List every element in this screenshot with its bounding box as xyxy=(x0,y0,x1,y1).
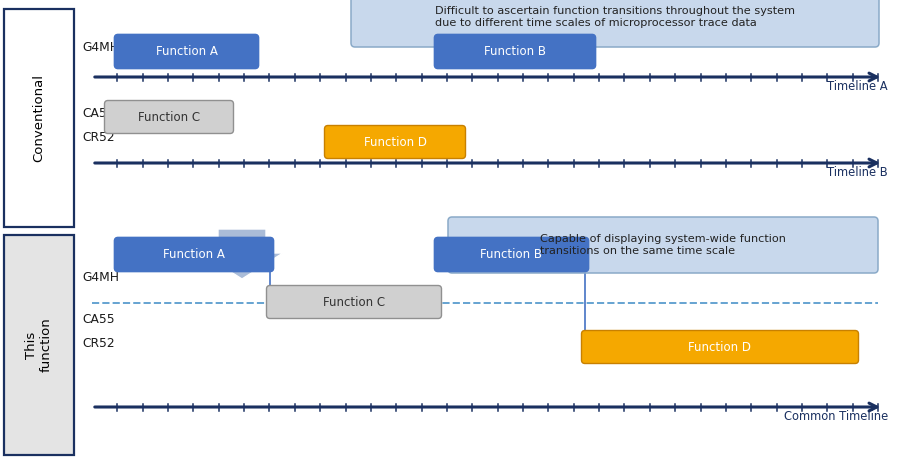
Text: Function D: Function D xyxy=(688,340,752,353)
Text: Function B: Function B xyxy=(484,45,546,58)
FancyBboxPatch shape xyxy=(435,34,596,68)
Text: Difficult to ascertain function transitions throughout the system
due to differe: Difficult to ascertain function transiti… xyxy=(435,6,795,28)
Text: CA55: CA55 xyxy=(82,312,114,326)
Text: Common Timeline: Common Timeline xyxy=(784,410,888,423)
Text: CR52: CR52 xyxy=(82,337,114,350)
Text: Function D: Function D xyxy=(364,135,427,148)
Text: CR52: CR52 xyxy=(82,131,114,144)
Text: G4MH: G4MH xyxy=(82,271,119,284)
FancyBboxPatch shape xyxy=(325,126,465,159)
FancyBboxPatch shape xyxy=(448,217,878,273)
Text: Function C: Function C xyxy=(138,111,200,124)
Text: Function A: Function A xyxy=(163,248,225,261)
FancyBboxPatch shape xyxy=(581,331,859,364)
Text: Function A: Function A xyxy=(156,45,218,58)
Text: Capable of displaying system-wide function
transitions on the same time scale: Capable of displaying system-wide functi… xyxy=(540,234,786,256)
FancyBboxPatch shape xyxy=(104,100,233,133)
Bar xyxy=(4,9,74,227)
Polygon shape xyxy=(201,229,283,279)
Text: This
function: This function xyxy=(25,318,53,372)
FancyBboxPatch shape xyxy=(114,34,258,68)
Text: Function C: Function C xyxy=(323,295,385,308)
FancyBboxPatch shape xyxy=(114,238,274,272)
Bar xyxy=(4,235,74,455)
Text: Timeline A: Timeline A xyxy=(827,80,888,93)
Text: Function B: Function B xyxy=(481,248,543,261)
FancyBboxPatch shape xyxy=(435,238,589,272)
FancyBboxPatch shape xyxy=(266,286,442,319)
FancyBboxPatch shape xyxy=(351,0,879,47)
Text: CA55: CA55 xyxy=(82,106,114,120)
Text: Conventional: Conventional xyxy=(32,74,46,162)
Text: G4MH: G4MH xyxy=(82,40,119,53)
Text: Timeline B: Timeline B xyxy=(827,166,888,179)
